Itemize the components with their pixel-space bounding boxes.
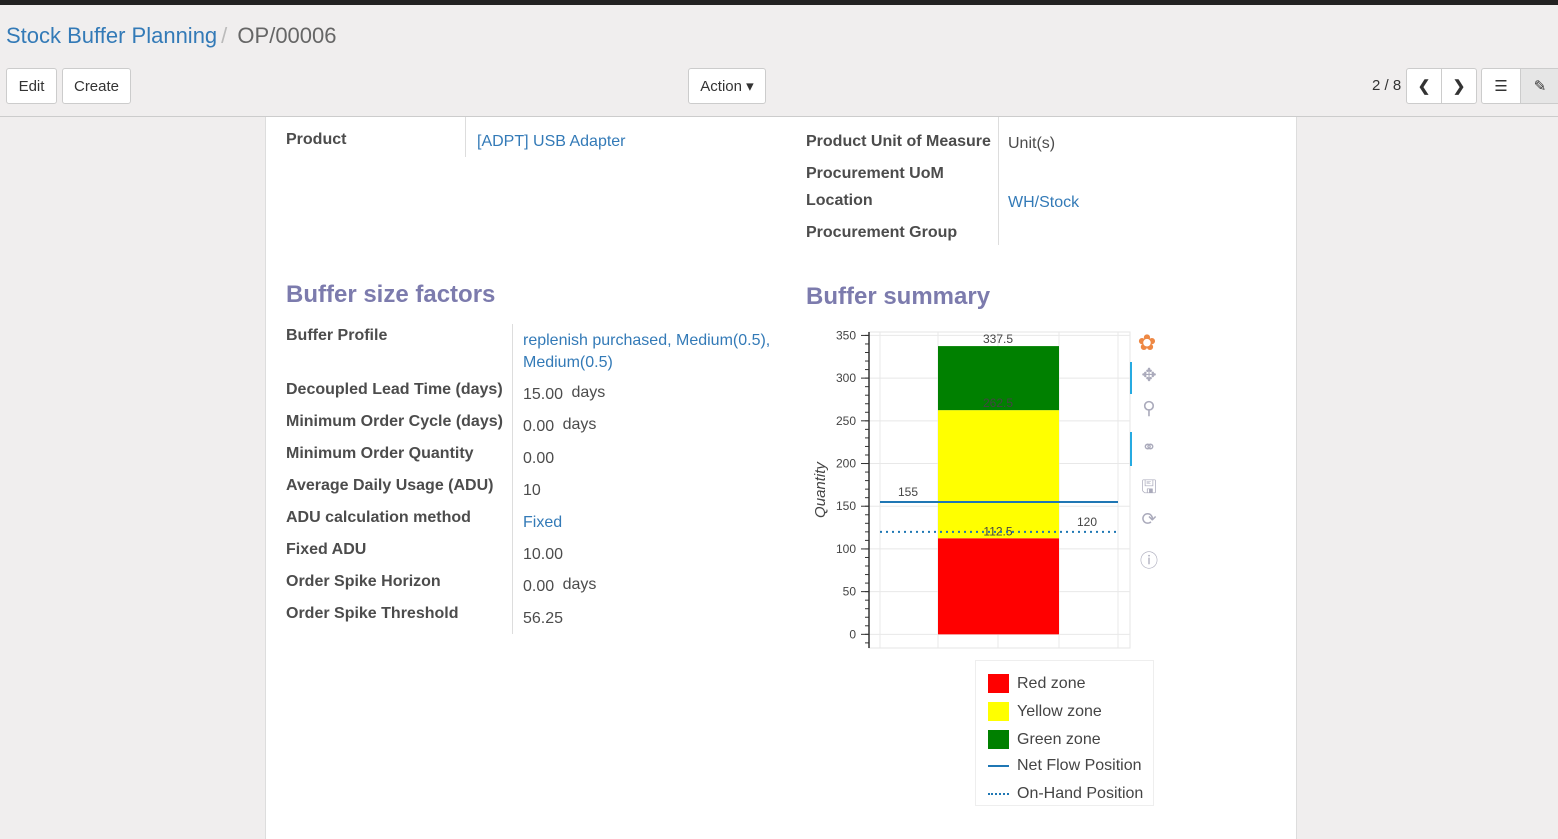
pan-tool-icon[interactable]: ✥	[1141, 365, 1157, 385]
breadcrumb-current: OP/00006	[237, 23, 337, 48]
top-bar	[0, 0, 1558, 5]
chevron-left-icon: ❮	[1417, 78, 1431, 95]
legend-red-zone: Red zone	[988, 674, 1086, 693]
buffer-size-factors-title: Buffer size factors	[286, 281, 496, 308]
reset-icon[interactable]: ⟳	[1141, 509, 1157, 529]
procurement-uom-label: Procurement UoM	[806, 165, 944, 182]
legend-yellow-zone: Yellow zone	[988, 702, 1102, 721]
location-value[interactable]: WH/Stock	[1008, 194, 1080, 211]
factor-label: Order Spike Threshold	[286, 605, 459, 622]
uom-label: Product Unit of Measure	[806, 133, 991, 150]
factor-value: 56.25	[523, 610, 564, 627]
factor-value: 0.00 days	[523, 576, 597, 595]
divider	[512, 324, 513, 634]
edit-button[interactable]: Edit	[6, 68, 57, 104]
action-dropdown[interactable]: Action ▾	[688, 68, 766, 104]
factor-label: Fixed ADU	[286, 541, 367, 558]
location-label: Location	[806, 192, 873, 209]
save-icon[interactable]: 🖫	[1141, 477, 1157, 497]
control-panel: Stock Buffer Planning / OP/00006 Edit Cre…	[0, 5, 1558, 117]
divider	[998, 117, 999, 245]
procurement-group-label: Procurement Group	[806, 224, 958, 241]
factor-value: 0.00	[523, 450, 555, 467]
legend-net-flow: Net Flow Position	[988, 757, 1142, 775]
factor-label: Order Spike Horizon	[286, 573, 441, 590]
create-button[interactable]: Create	[62, 68, 131, 104]
box-zoom-icon[interactable]: ⚲	[1142, 398, 1156, 418]
form-view-button[interactable]: ✎	[1520, 68, 1558, 104]
bokeh-logo-icon: ✿	[1137, 330, 1157, 355]
factor-label: Minimum Order Quantity	[286, 445, 474, 462]
factor-value: 15.00 days	[523, 384, 606, 403]
edit-icon: ✎	[1533, 78, 1547, 95]
legend-green-zone: Green zone	[988, 730, 1101, 749]
chevron-right-icon: ❯	[1452, 78, 1466, 95]
factor-value: 10.00	[523, 546, 564, 563]
uom-value: Unit(s)	[1008, 135, 1056, 152]
product-value[interactable]: [ADPT] USB Adapter	[477, 133, 626, 150]
factor-value[interactable]: Fixed	[523, 514, 563, 531]
divider	[465, 117, 466, 157]
help-icon[interactable]: ⓘ	[1140, 551, 1158, 571]
chart-legend: Red zone Yellow zone Green zone Net Flow…	[975, 660, 1154, 806]
factor-label: Average Daily Usage (ADU)	[286, 477, 494, 494]
factor-label: Decoupled Lead Time (days)	[286, 381, 503, 398]
list-view-button[interactable]: ☰	[1481, 68, 1521, 104]
factor-label: Minimum Order Cycle (days)	[286, 413, 503, 430]
pager-previous-button[interactable]: ❮	[1406, 68, 1442, 104]
factor-value: 0.00 days	[523, 416, 597, 435]
breadcrumb: Stock Buffer Planning / OP/00006	[6, 23, 337, 48]
factor-value[interactable]: replenish purchased, Medium(0.5), Medium(…	[523, 332, 771, 371]
breadcrumb-parent[interactable]: Stock Buffer Planning	[6, 23, 218, 48]
pager-value: 2 / 8	[1372, 77, 1402, 94]
factor-value: 10	[523, 482, 541, 499]
factor-label: Buffer Profile	[286, 327, 388, 344]
buffer-summary-title: Buffer summary	[806, 283, 991, 310]
list-icon: ☰	[1494, 78, 1508, 95]
wheel-zoom-icon[interactable]: ⚭	[1141, 437, 1157, 457]
product-label: Product	[286, 131, 347, 148]
factor-label: ADU calculation method	[286, 509, 471, 526]
legend-on-hand: On-Hand Position	[988, 785, 1143, 803]
pager-next-button[interactable]: ❯	[1441, 68, 1477, 104]
